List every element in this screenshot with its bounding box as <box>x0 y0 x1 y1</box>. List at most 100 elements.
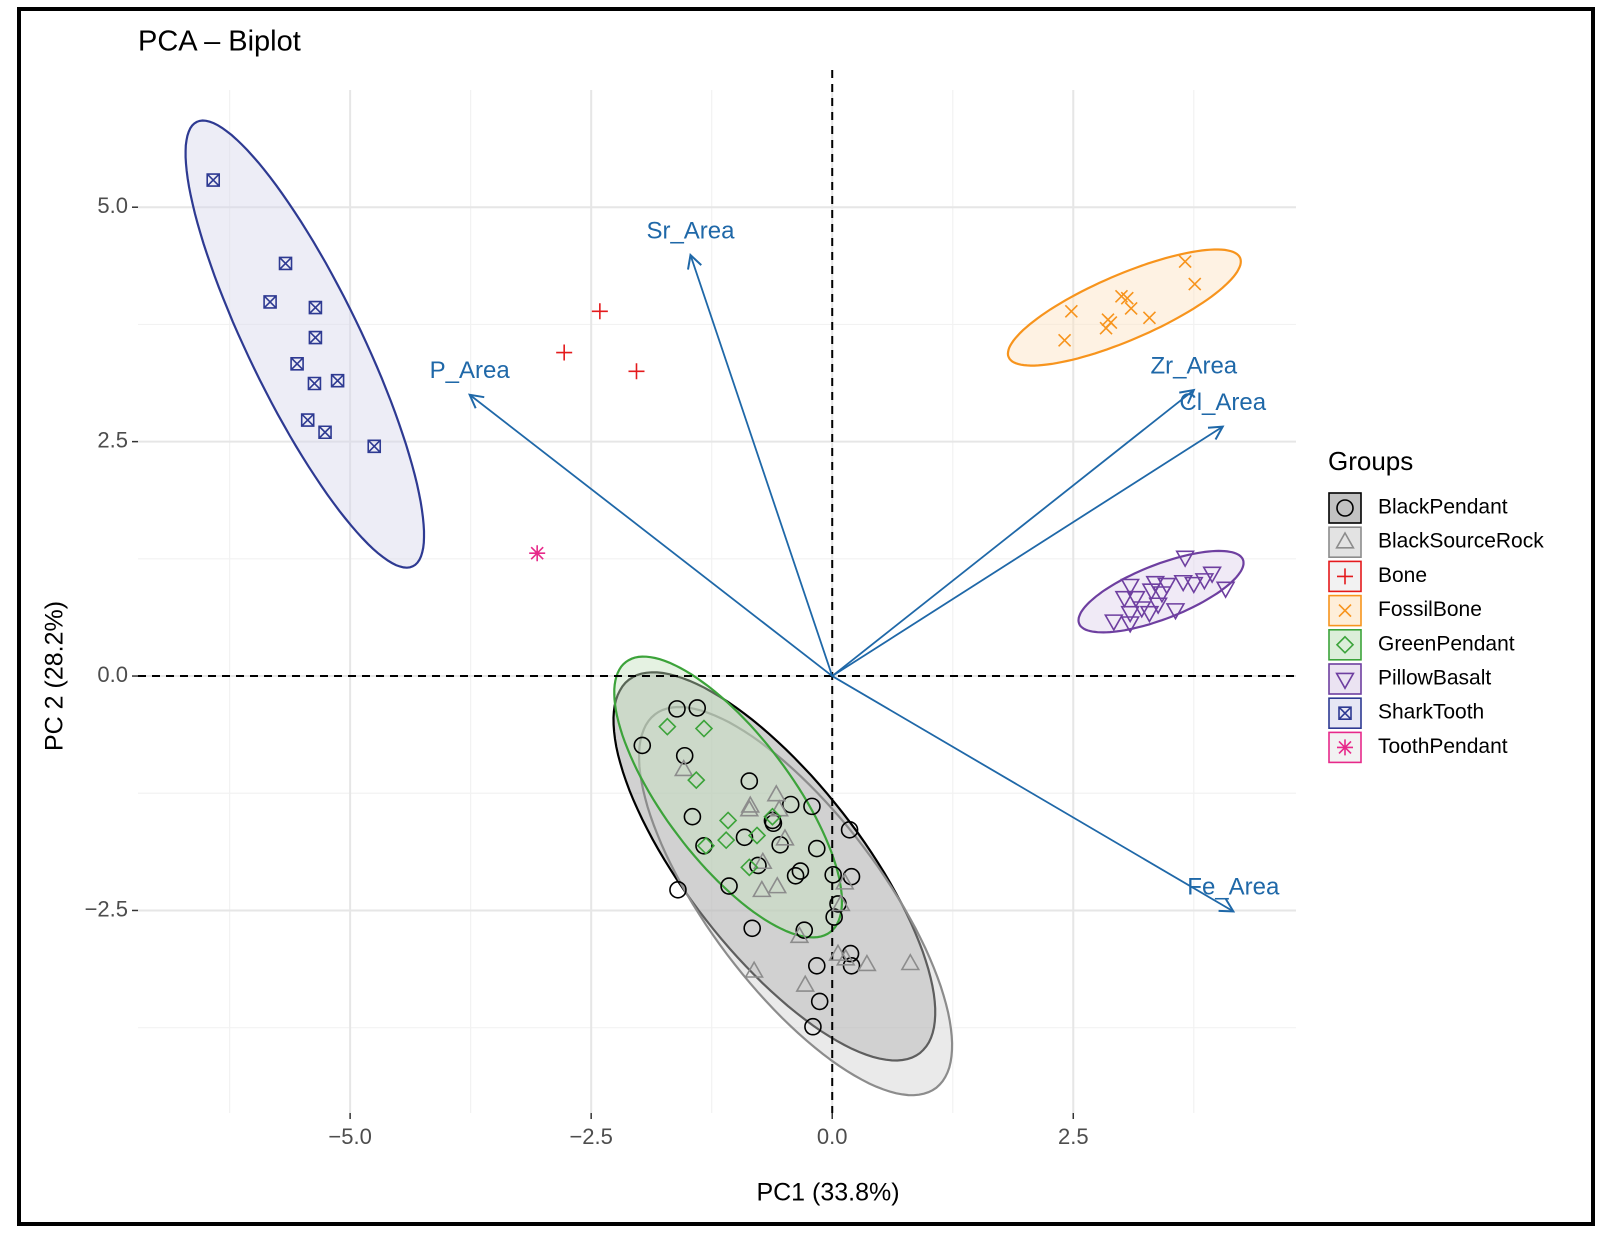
point <box>857 954 877 972</box>
point <box>900 953 921 971</box>
point <box>842 867 861 886</box>
point <box>763 807 782 826</box>
point <box>1215 581 1236 599</box>
point <box>764 814 783 832</box>
legend-symbol <box>1336 499 1354 517</box>
point <box>720 877 738 895</box>
point <box>766 784 787 802</box>
point <box>1064 304 1078 318</box>
point <box>828 943 848 961</box>
legend-symbol <box>1335 672 1355 690</box>
confidence-ellipse <box>638 705 954 1097</box>
point <box>740 772 759 790</box>
point <box>743 919 761 937</box>
y-axis-title: PC 2 (28.2%) <box>41 601 69 751</box>
point <box>695 837 713 855</box>
point <box>529 545 546 562</box>
point <box>842 957 861 975</box>
point <box>1099 321 1113 335</box>
point <box>747 826 767 845</box>
legend-label: PillowBasalt <box>1378 667 1491 690</box>
point <box>717 831 736 850</box>
x-axis-title: PC1 (33.8%) <box>756 1179 899 1207</box>
point <box>696 836 716 855</box>
point <box>300 413 315 427</box>
point <box>1165 603 1186 621</box>
point <box>807 957 826 975</box>
point <box>718 811 738 830</box>
legend-symbol <box>1338 604 1352 618</box>
point <box>318 425 332 440</box>
legend-symbol <box>1335 635 1355 654</box>
point <box>694 719 714 738</box>
point <box>367 439 382 454</box>
loading-arrow <box>831 427 1222 677</box>
point <box>658 717 677 736</box>
legend-label: GreenPendant <box>1378 632 1515 655</box>
point <box>1194 573 1215 591</box>
point <box>786 867 805 885</box>
point <box>591 303 608 320</box>
point <box>308 300 323 315</box>
legend-key <box>1328 492 1362 524</box>
point <box>1141 583 1162 601</box>
confidence-ellipse <box>613 655 843 939</box>
confidence-ellipse <box>1006 248 1242 367</box>
x-tick-label: 0.0 <box>817 1124 848 1149</box>
point <box>556 344 573 361</box>
point <box>1139 605 1160 624</box>
point <box>1126 590 1146 609</box>
y-tick-label: 5.0 <box>97 193 128 218</box>
point <box>1058 333 1072 347</box>
legend-label: Bone <box>1378 564 1427 587</box>
point <box>803 797 821 816</box>
point <box>1173 574 1193 593</box>
point <box>775 828 795 846</box>
chart-title: PCA – Biplot <box>138 26 301 58</box>
legend-symbol <box>1337 739 1353 756</box>
point <box>744 960 764 978</box>
point <box>753 851 773 870</box>
point <box>688 699 707 717</box>
legend-symbol <box>1335 531 1355 549</box>
loading-arrow <box>831 390 1194 677</box>
point <box>668 700 686 718</box>
point <box>1152 586 1172 604</box>
point <box>1124 301 1138 316</box>
loading-label: P_Area <box>430 357 511 384</box>
point <box>330 373 345 388</box>
point <box>1114 590 1135 609</box>
point <box>804 1018 822 1036</box>
loading-label: Zr_Area <box>1150 352 1237 379</box>
point <box>669 881 687 899</box>
point <box>1188 277 1202 291</box>
loading-arrow <box>470 395 833 677</box>
loading-arrow <box>690 255 834 677</box>
point <box>1120 291 1134 305</box>
point <box>831 894 851 912</box>
point <box>1184 576 1204 595</box>
point <box>781 795 800 814</box>
point <box>735 828 754 847</box>
point <box>628 363 645 380</box>
point <box>767 876 788 894</box>
x-tick-label: −2.5 <box>569 1124 612 1149</box>
point <box>687 770 706 790</box>
point <box>740 795 761 813</box>
point <box>307 376 322 391</box>
point <box>1142 311 1157 325</box>
loading-arrow <box>831 675 1233 911</box>
point <box>290 357 304 371</box>
point <box>1103 614 1124 632</box>
legend-title: Groups <box>1328 446 1413 476</box>
point <box>807 839 826 858</box>
x-tick-label: −5.0 <box>328 1124 371 1149</box>
point <box>1148 597 1168 615</box>
y-tick-label: −2.5 <box>85 896 128 921</box>
point <box>675 747 694 765</box>
point <box>835 948 856 966</box>
point <box>824 866 842 884</box>
legend-symbol <box>1338 706 1352 720</box>
point <box>1175 550 1195 568</box>
